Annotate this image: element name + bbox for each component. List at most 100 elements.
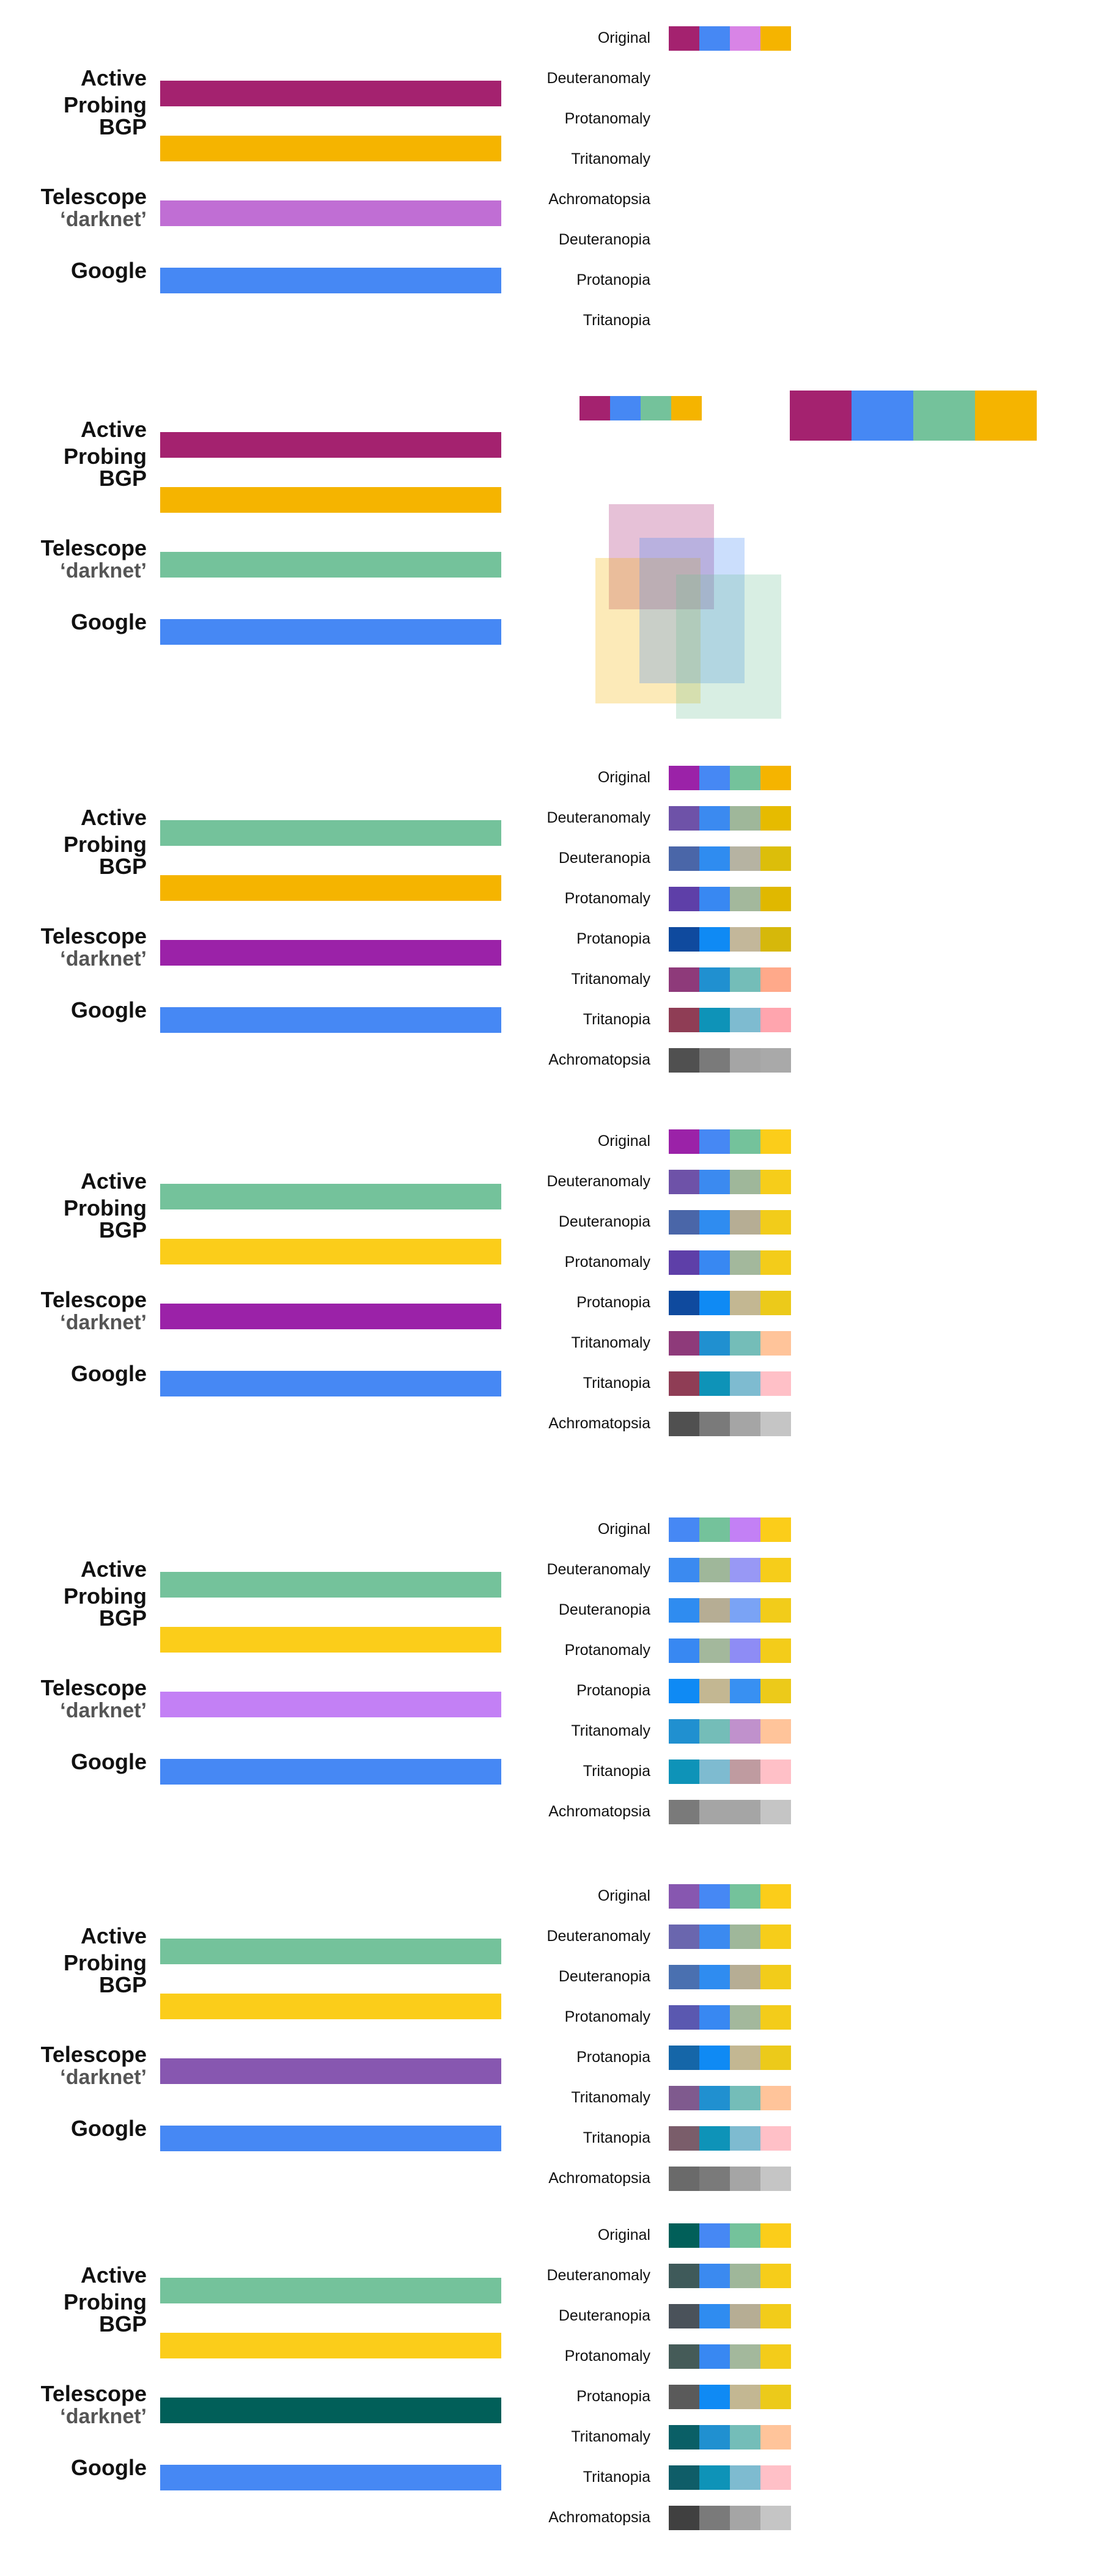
swatch-row (669, 1412, 791, 1436)
color-swatch (669, 2264, 699, 2288)
color-swatch (669, 26, 699, 51)
palette-panel: Active Probing BGP Telescope ‘darknet’ Google… (0, 766, 1115, 1118)
simulation-label: Tritanomaly (571, 971, 650, 988)
series-bar (160, 2465, 501, 2490)
series-label: Google (71, 609, 147, 636)
swatch-row (669, 1170, 791, 1194)
color-swatch (790, 391, 852, 441)
color-swatch (669, 927, 699, 952)
color-swatch (699, 1719, 730, 1744)
color-swatch (760, 2304, 791, 2328)
series-label-line: Google (71, 2116, 147, 2141)
simulation-label: Protanopia (576, 930, 650, 947)
color-swatch (669, 1048, 699, 1073)
simulation-label: Original (597, 2226, 650, 2244)
series-label-line: Active (80, 65, 147, 90)
series-bar (160, 619, 501, 645)
color-swatch (730, 2465, 760, 2490)
simulation-label: Protanopia (576, 1294, 650, 1311)
swatch-row (669, 1800, 791, 1824)
simulation-label: Deuteranopia (558, 1601, 650, 1618)
simulation-label: Protanomaly (564, 890, 650, 907)
swatch-row (669, 1048, 791, 1073)
series-label-line: Probing (64, 1950, 147, 1975)
color-swatch (730, 766, 760, 790)
palette-panel: Active Probing BGP Telescope ‘darknet’ Google… (0, 1884, 1115, 2237)
swatch-row (669, 967, 791, 992)
swatch-row (669, 26, 791, 51)
color-swatch (760, 2223, 791, 2248)
color-swatch (730, 1129, 760, 1154)
series-bar (160, 940, 501, 966)
color-swatch (669, 1719, 699, 1744)
series-label: Telescope ‘darknet’ (41, 535, 147, 581)
series-label-line: BGP (98, 854, 147, 879)
overlap-square (676, 574, 781, 719)
color-swatch (669, 1679, 699, 1703)
series-bar (160, 136, 501, 161)
color-swatch (760, 2086, 791, 2110)
color-swatch (760, 967, 791, 992)
simulation-label: Original (597, 769, 650, 786)
small-swatch-row (580, 396, 702, 420)
simulation-label: Deuteranomaly (546, 2267, 650, 2284)
color-swatch (699, 806, 730, 831)
color-swatch (730, 1965, 760, 1989)
swatch-row (669, 2005, 791, 2030)
color-swatch (730, 2046, 760, 2070)
color-swatch (699, 1210, 730, 1235)
series-label-line: BGP (98, 466, 147, 491)
series-label-line: Telescope (40, 1675, 147, 1700)
color-swatch (669, 1250, 699, 1275)
color-swatch (699, 927, 730, 952)
color-swatch (760, 2046, 791, 2070)
swatch-row (669, 1679, 791, 1703)
color-swatch (699, 1170, 730, 1194)
color-swatch (669, 1331, 699, 1356)
color-swatch (610, 396, 641, 420)
swatch-row (669, 2126, 791, 2151)
series-bar (160, 875, 501, 901)
simulation-label: Achromatopsia (548, 191, 650, 208)
color-swatch (730, 1925, 760, 1949)
series-bar (160, 432, 501, 458)
color-swatch (699, 2506, 730, 2530)
color-swatch (760, 2425, 791, 2449)
color-swatch (760, 806, 791, 831)
swatch-row (669, 806, 791, 831)
color-swatch (760, 1008, 791, 1032)
series-label-line: Probing (64, 2289, 147, 2314)
color-swatch (669, 2046, 699, 2070)
simulation-label: Protanopia (576, 2049, 650, 2066)
color-swatch (760, 2126, 791, 2151)
series-label-line: Google (71, 1749, 147, 1774)
series-label: Google (71, 2115, 147, 2142)
series-label-line: Google (71, 1361, 147, 1386)
color-swatch (671, 396, 702, 420)
simulation-label: Tritanomaly (571, 1334, 650, 1351)
series-label-line: ‘darknet’ (60, 1311, 147, 1334)
color-swatch (699, 2425, 730, 2449)
color-swatch (760, 1291, 791, 1315)
color-swatch (669, 1129, 699, 1154)
simulation-label: Deuteranomaly (546, 1173, 650, 1190)
series-label: Telescope ‘darknet’ (41, 2041, 147, 2088)
color-swatch (699, 1331, 730, 1356)
simulation-label: Original (597, 29, 650, 46)
series-label: BGP (99, 465, 147, 492)
series-label: BGP (99, 1972, 147, 1998)
color-swatch (975, 391, 1037, 441)
color-swatch (699, 887, 730, 911)
swatch-row (669, 1925, 791, 1949)
color-swatch (669, 2344, 699, 2369)
color-swatch (760, 1048, 791, 1073)
simulation-label: Tritanomaly (571, 2089, 650, 2106)
swatch-row (669, 2223, 791, 2248)
color-swatch (699, 1291, 730, 1315)
series-label: Telescope ‘darknet’ (41, 1286, 147, 1334)
simulation-label: Tritanopia (583, 312, 650, 329)
swatch-row (669, 1760, 791, 1784)
series-label-line: ‘darknet’ (60, 208, 147, 231)
color-swatch (760, 1760, 791, 1784)
series-bar (160, 81, 501, 106)
